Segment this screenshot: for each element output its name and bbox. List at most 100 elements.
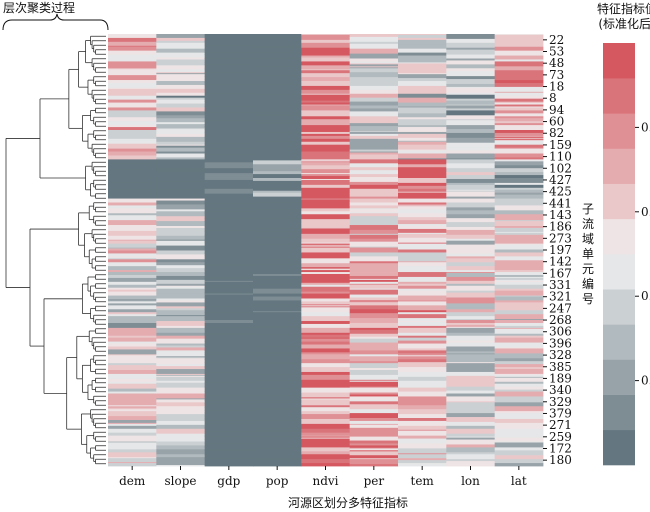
heatmap-cell (349, 89, 399, 95)
heatmap-cell (204, 391, 254, 396)
heatmap-cell (253, 204, 302, 210)
heatmap-cell (446, 222, 496, 228)
heatmap-cell (494, 227, 544, 232)
heatmap-cell (301, 47, 351, 53)
heatmap-cell (446, 191, 496, 198)
heatmap-cell (108, 416, 157, 421)
heatmap-cell (253, 153, 302, 159)
heatmap-cell (253, 37, 302, 44)
heatmap-cell (204, 450, 254, 455)
heatmap-cell (446, 354, 496, 359)
heatmap-cell (349, 281, 399, 285)
heatmap-cell (349, 123, 399, 127)
heatmap-cell (349, 53, 399, 59)
heatmap-cell (301, 65, 351, 70)
heatmap-cell (301, 352, 351, 355)
heatmap-cell (253, 274, 302, 277)
heatmap-cell (156, 420, 206, 426)
heatmap-cell (301, 116, 351, 120)
heatmap-cell (446, 447, 496, 453)
heatmap-cell (398, 232, 447, 235)
heatmap-cell (494, 230, 544, 233)
heatmap-cell (494, 156, 544, 158)
heatmap-cell (494, 272, 544, 276)
heatmap-cell (108, 159, 157, 164)
heatmap-cell (349, 151, 399, 153)
heatmap-cell (398, 385, 447, 389)
heatmap-cell (253, 141, 302, 147)
heatmap-cell (108, 349, 157, 355)
heatmap-cell (301, 138, 351, 143)
heatmap-cell (253, 272, 302, 274)
heatmap-cell (301, 367, 351, 373)
heatmap-cell (108, 34, 157, 39)
heatmap-cell (349, 231, 399, 235)
heatmap-cell (446, 309, 496, 313)
heatmap-cell (349, 400, 399, 402)
heatmap-cell (494, 175, 544, 179)
heatmap-cell (108, 247, 157, 249)
heatmap-cell (301, 292, 351, 294)
heatmap-cell (301, 70, 351, 74)
heatmap-cell (156, 402, 206, 407)
heatmap-cell (204, 99, 254, 102)
heatmap-cell (204, 193, 254, 199)
heatmap-cell (301, 81, 351, 87)
heatmap-cell (349, 288, 399, 291)
heatmap-cell (301, 125, 351, 131)
heatmap-cell (446, 363, 496, 369)
heatmap-cell (108, 355, 157, 361)
heatmap-cell (156, 305, 206, 307)
heatmap-cell (446, 167, 496, 169)
heatmap-cell (204, 45, 254, 50)
heatmap-cell (446, 312, 496, 317)
heatmap-cell (156, 92, 206, 97)
heatmap-cell (204, 124, 254, 127)
heatmap-cell (398, 355, 447, 357)
heatmap-cell (349, 152, 399, 155)
heatmap-cell (253, 71, 302, 76)
heatmap-cell (156, 230, 206, 237)
heatmap-cell (204, 93, 254, 100)
heatmap-cell (494, 459, 544, 464)
heatmap-cell (301, 198, 351, 200)
heatmap-cell (204, 281, 254, 287)
heatmap-cell (108, 230, 157, 237)
heatmap-cell (108, 270, 157, 273)
heatmap-cell (204, 143, 254, 148)
heatmap-cell (398, 133, 447, 139)
heatmap-cell (301, 321, 351, 325)
heatmap-cell (446, 47, 496, 51)
heatmap-cell (494, 416, 544, 420)
column-axis: dem slope gdp pop ndvi per tem lon lat (119, 466, 527, 488)
heatmap-cell (253, 440, 302, 445)
heatmap-cell (204, 352, 254, 355)
heatmap-cell (156, 464, 206, 466)
heatmap-cell (301, 272, 351, 275)
heatmap-cell (108, 425, 157, 430)
heatmap-cell (494, 450, 544, 456)
heatmap-cell (204, 377, 254, 384)
heatmap-cell (494, 383, 544, 388)
heatmap-cell (349, 174, 399, 178)
heatmap-cell (204, 98, 254, 101)
heatmap-cell (156, 169, 206, 171)
heatmap-cell (204, 359, 254, 363)
heatmap-cell (494, 116, 544, 119)
heatmap-cell (398, 418, 447, 422)
heatmap-cell (156, 181, 206, 186)
heatmap-cell (156, 406, 206, 412)
heatmap-cell (253, 293, 302, 297)
heatmap-cell (494, 157, 544, 160)
column-label: lon (461, 474, 480, 488)
heatmap-cell (204, 68, 254, 70)
heatmap-cell (108, 75, 157, 81)
y-axis-label-char: 域 (582, 232, 594, 246)
heatmap-cell (156, 164, 206, 169)
heatmap-cell (156, 428, 206, 435)
heatmap-cell (156, 374, 206, 377)
heatmap-cell (398, 131, 447, 135)
heatmap-cell (108, 253, 157, 257)
heatmap-cell (398, 233, 447, 239)
heatmap-cell (204, 265, 254, 269)
